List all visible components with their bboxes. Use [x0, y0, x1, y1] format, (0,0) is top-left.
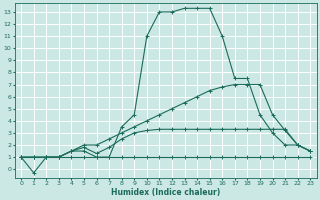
- X-axis label: Humidex (Indice chaleur): Humidex (Indice chaleur): [111, 188, 220, 197]
